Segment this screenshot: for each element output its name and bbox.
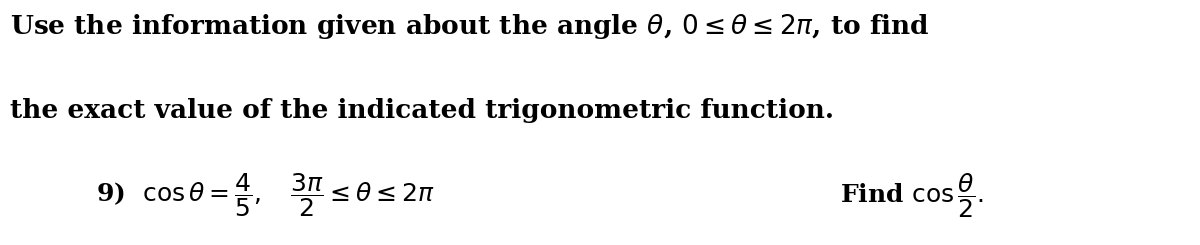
Text: Use the information given about the angle $\theta$, $0 \leq \theta \leq 2\pi$, t: Use the information given about the angl…	[10, 12, 929, 41]
Text: 9)  $\cos\theta = \dfrac{4}{5},\quad \dfrac{3\pi}{2} \leq \theta \leq 2\pi$: 9) $\cos\theta = \dfrac{4}{5},\quad \dfr…	[96, 172, 434, 219]
Text: Find $\cos\dfrac{\theta}{2}.$: Find $\cos\dfrac{\theta}{2}.$	[840, 172, 984, 220]
Text: the exact value of the indicated trigonometric function.: the exact value of the indicated trigono…	[10, 98, 834, 123]
